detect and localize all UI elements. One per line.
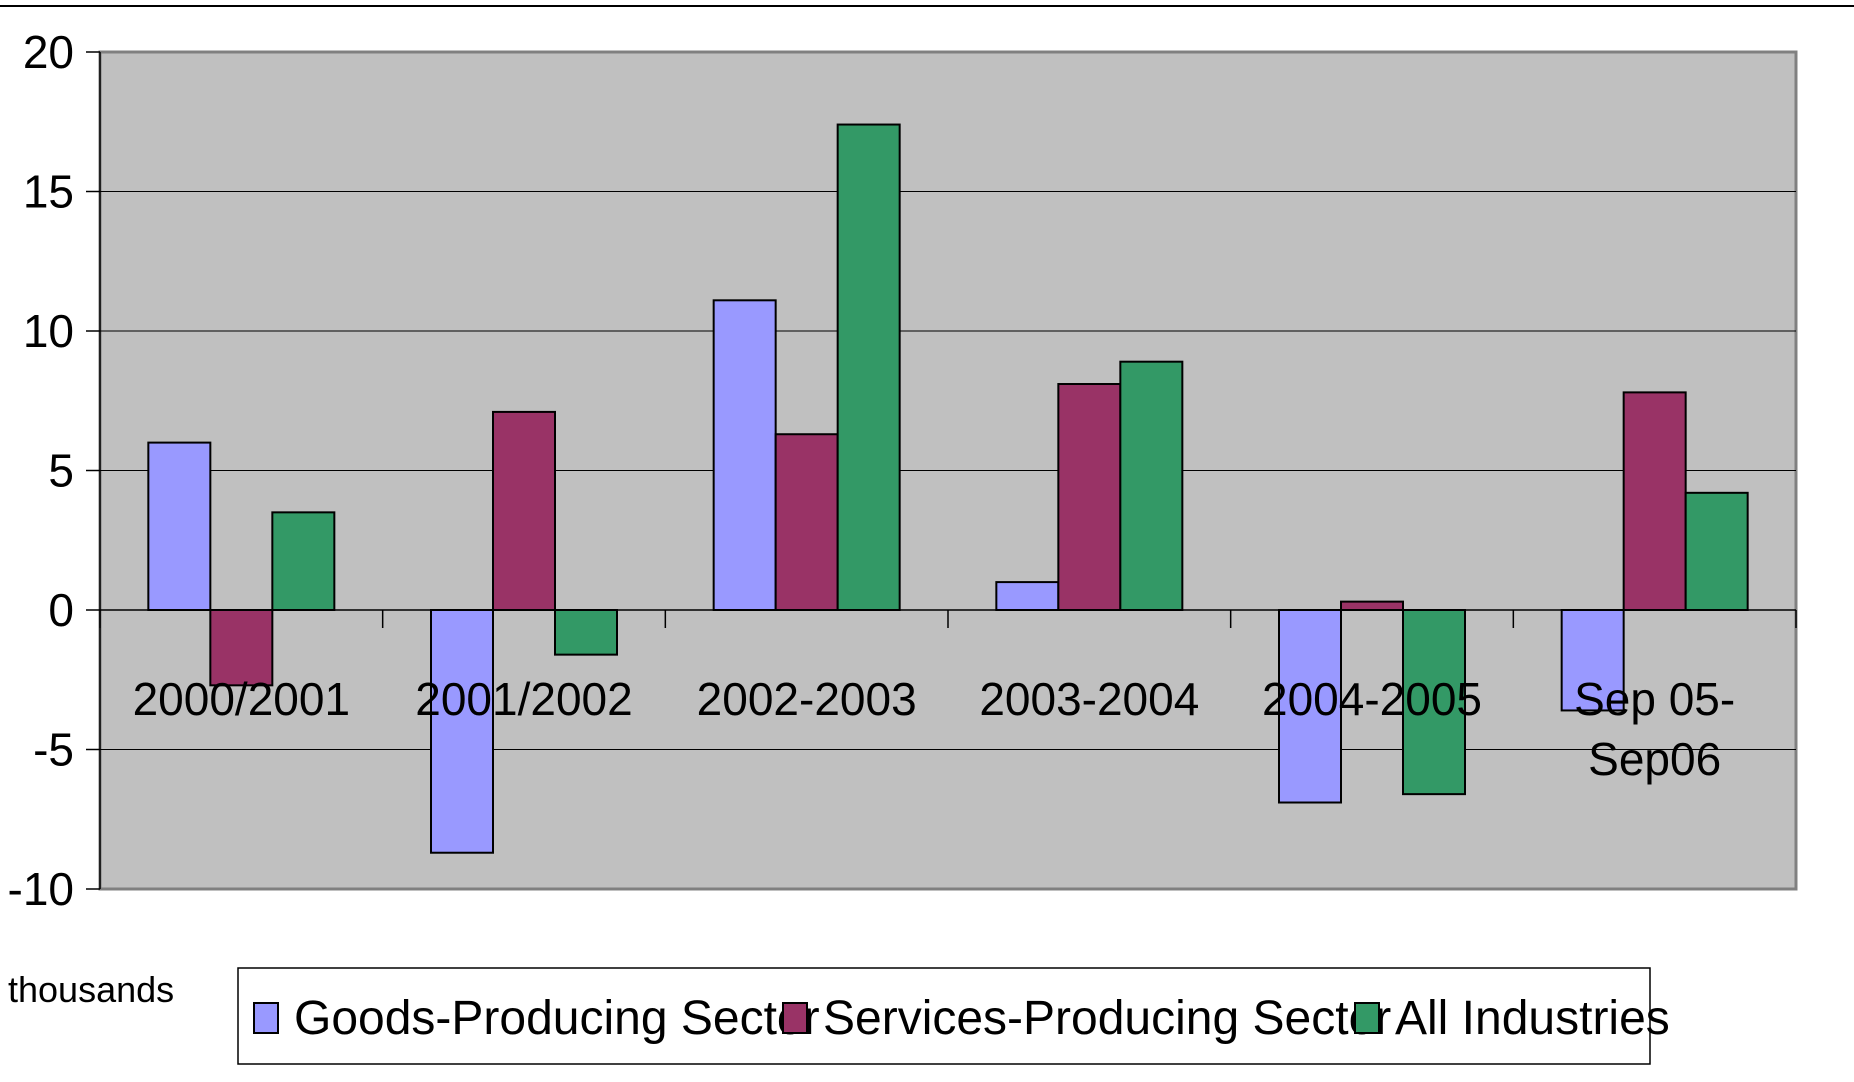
y-tick-label: 20: [23, 26, 74, 78]
bar: [554, 609, 618, 656]
bar: [1340, 600, 1404, 612]
bar: [1278, 609, 1342, 804]
bar: [147, 441, 212, 611]
x-category-label: 2000/2001: [133, 673, 350, 725]
x-category-label: Sep06: [1588, 733, 1721, 785]
bar: [1119, 360, 1184, 611]
x-category-label: 2004-2005: [1262, 673, 1482, 725]
bar: [1622, 391, 1687, 611]
x-category-label: Sep 05-: [1574, 673, 1735, 725]
x-category-label: 2003-2004: [979, 673, 1199, 725]
legend: Goods-Producing Sector Services-Producing…: [237, 967, 1670, 1065]
bar: [995, 581, 1060, 611]
bar: [1057, 383, 1122, 612]
bar: [1560, 609, 1625, 712]
bar: [1684, 491, 1749, 612]
y-tick-label: 0: [48, 584, 74, 636]
y-tick-label: -10: [8, 863, 74, 915]
y-tick-label: 5: [48, 445, 74, 497]
legend-swatch: [1354, 1002, 1380, 1034]
y-unit-label: thousands: [8, 969, 174, 1010]
bar: [209, 609, 274, 687]
x-category-label: 2002-2003: [697, 673, 917, 725]
y-tick-label: 10: [23, 305, 74, 357]
legend-label: Goods-Producing Sector: [294, 992, 820, 1045]
legend-swatch: [253, 1002, 279, 1034]
bar: [712, 299, 777, 611]
y-tick-label: -5: [33, 724, 74, 776]
bars: [147, 123, 1749, 854]
legend-label: Services-Producing Sector: [823, 992, 1391, 1045]
legend-box: [237, 967, 1651, 1065]
y-tick-label: 15: [23, 166, 74, 218]
axes: -10 -5 0 5 10 15 20: [8, 26, 1797, 915]
plot-area: [98, 50, 1798, 891]
bar: [836, 123, 901, 611]
bar: [774, 433, 839, 612]
category-labels: 2000/2001 2001/2002 2002-2003 2003-2004 2004…: [133, 673, 1736, 785]
legend-swatch: [782, 1002, 808, 1034]
bar: [1402, 609, 1466, 796]
bar: [492, 410, 556, 611]
bar: [430, 609, 494, 854]
bar: [271, 511, 336, 611]
x-category-label: 2001/2002: [415, 673, 632, 725]
legend-label: All Industries: [1395, 992, 1670, 1045]
